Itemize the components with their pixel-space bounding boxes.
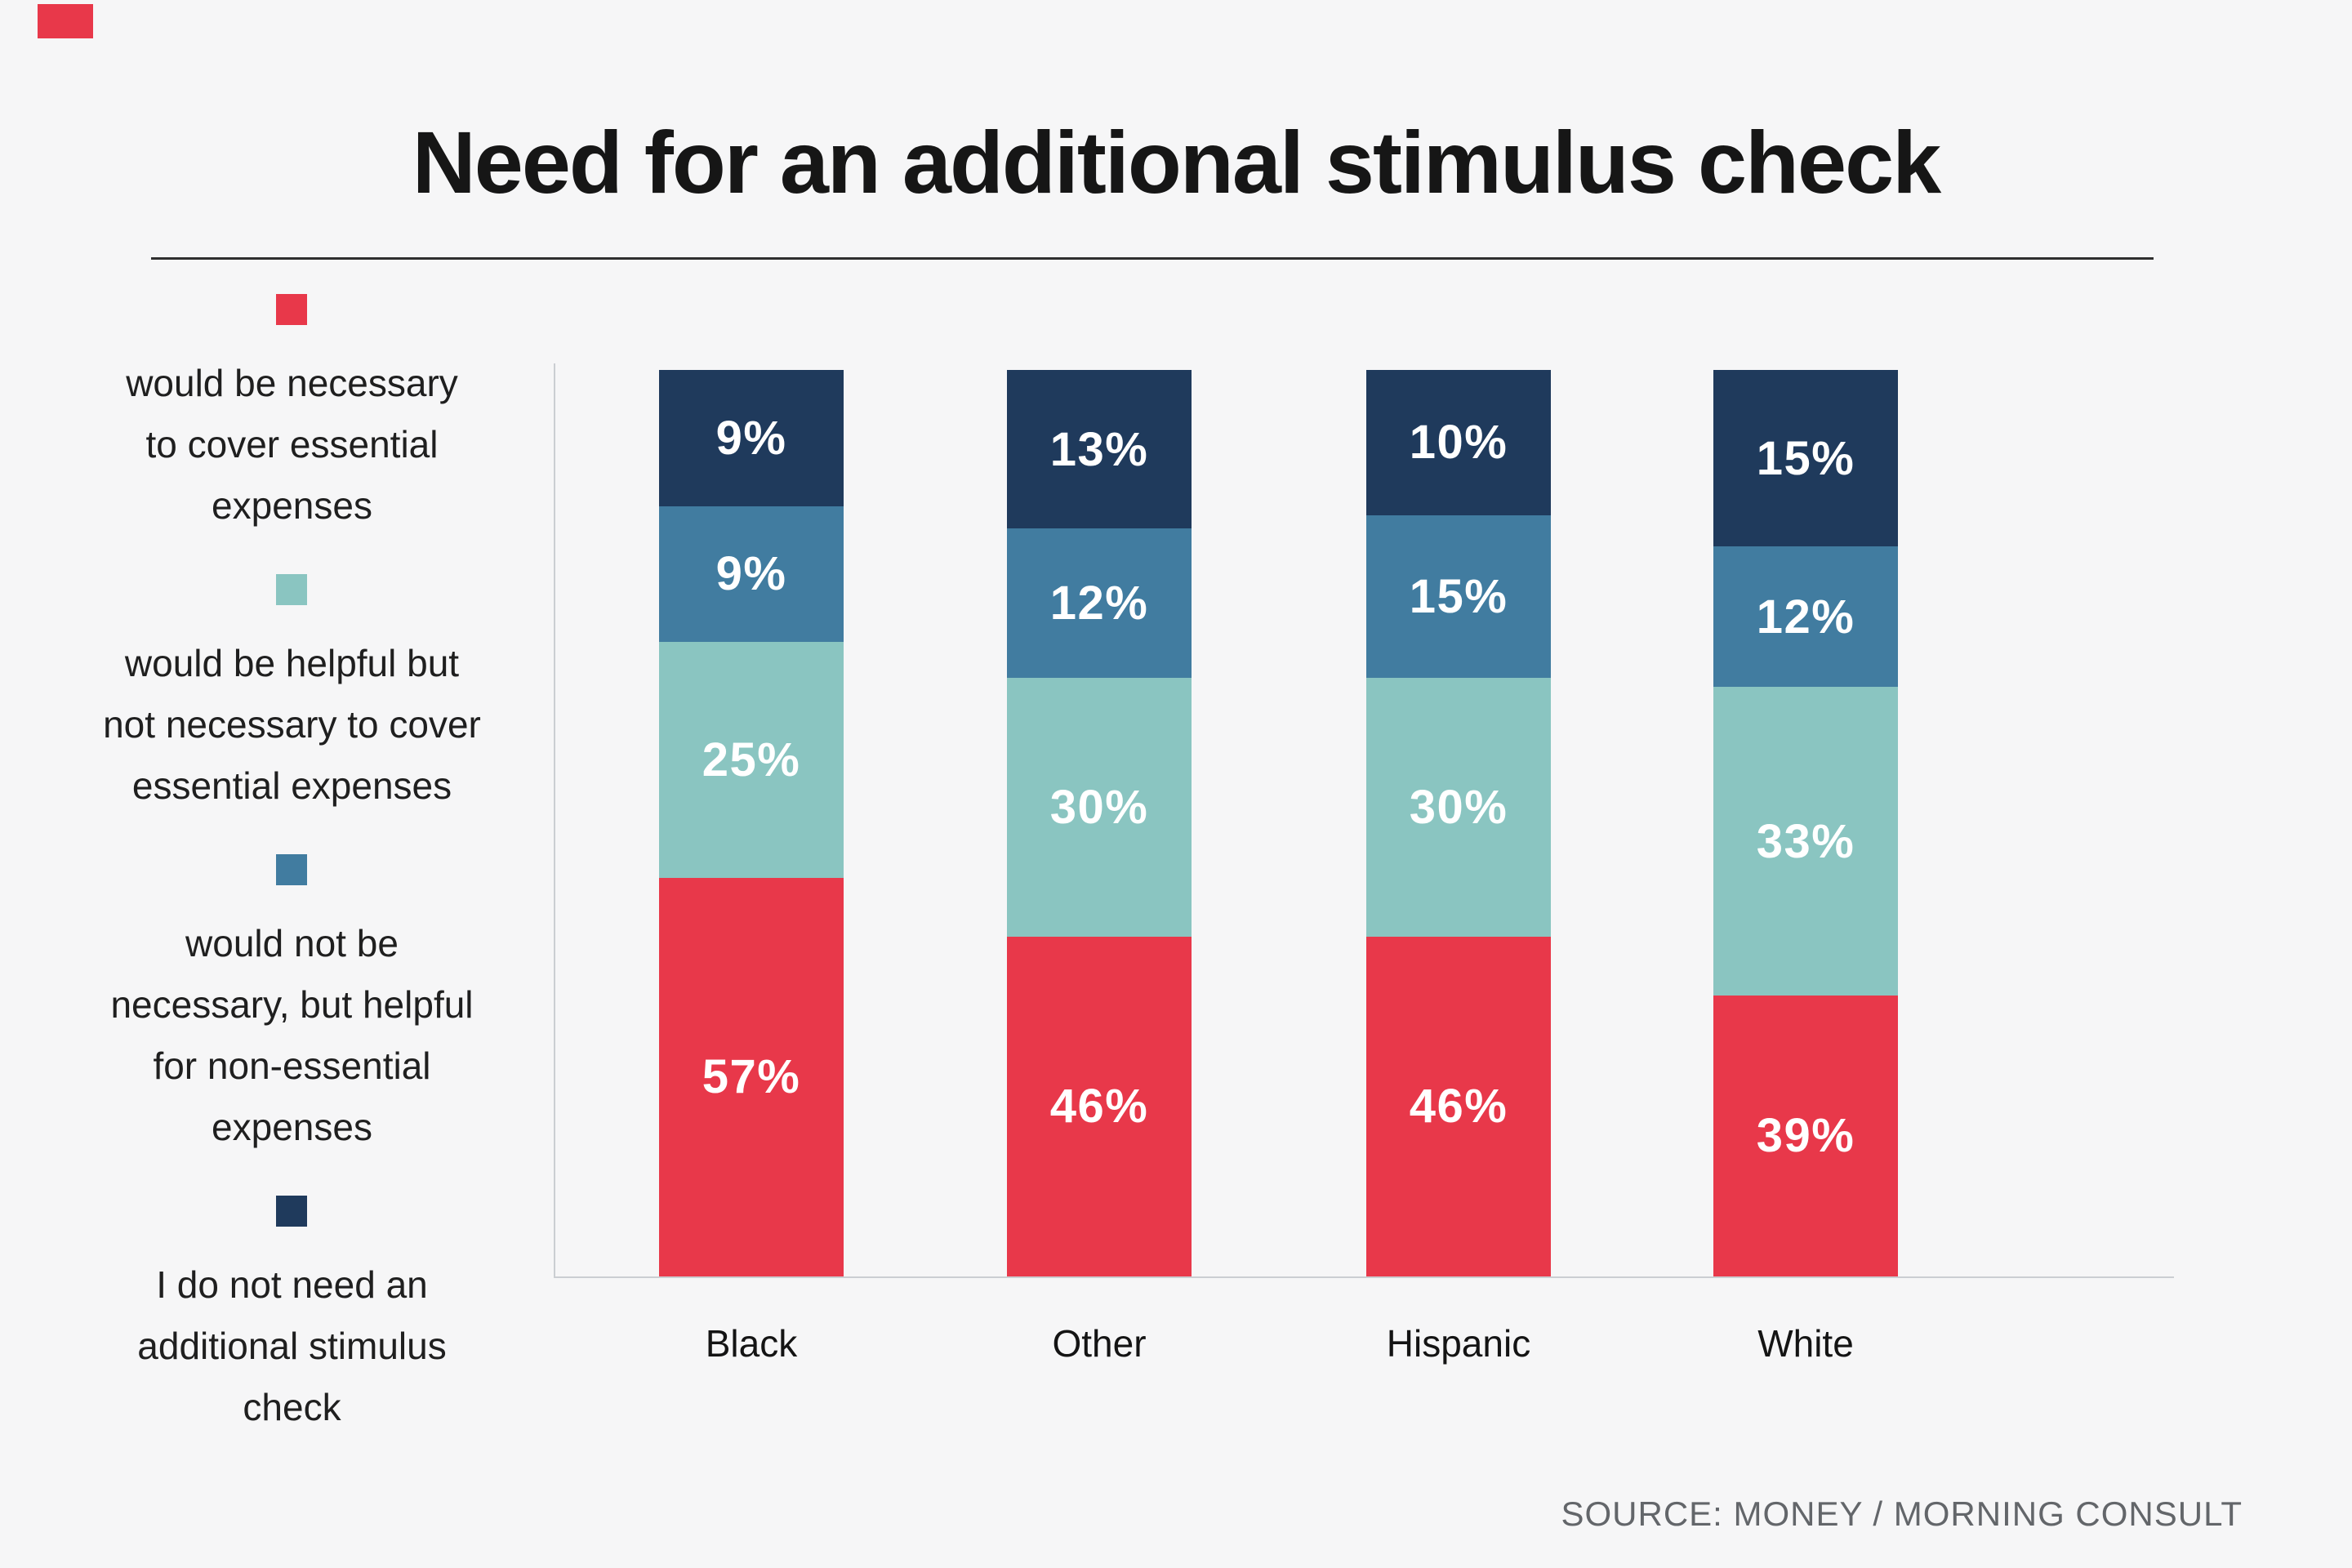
segment-value-label: 13% [1049,422,1149,476]
bar-segment-black-do-not-need: 9% [659,370,844,506]
bar-segment-other-do-not-need: 13% [1007,370,1192,529]
bar-segment-hispanic-do-not-need: 10% [1366,370,1551,515]
bar-segment-black-necessary: 57% [659,877,844,1276]
bar-segment-hispanic-helpful-not-necessary: 30% [1366,678,1551,937]
bar-segment-black-not-necessary-helpful: 9% [659,506,844,642]
legend: would be necessary to cover essential ex… [57,294,527,1476]
bar-segment-black-helpful-not-necessary: 25% [659,642,844,878]
segment-value-label: 15% [1756,431,1855,485]
legend-label-do-not-need: I do not need an additional stimulus che… [137,1263,447,1428]
segment-value-label: 39% [1756,1109,1855,1163]
segment-value-label: 12% [1756,590,1855,644]
bar-segment-white-do-not-need: 15% [1713,370,1898,547]
segment-value-label: 9% [715,547,787,601]
legend-swatch-do-not-need [276,1196,308,1227]
legend-item-not-necessary-helpful: would not be necessary, but helpful for … [110,854,474,1158]
bar-segment-white-not-necessary-helpful: 12% [1713,546,1898,688]
segment-value-label: 30% [1409,781,1508,835]
x-axis-label-hispanic: Hispanic [1386,1322,1531,1365]
bar-segment-white-necessary: 39% [1713,995,1898,1276]
segment-value-label: 57% [702,1050,801,1104]
brand-mark [38,4,93,38]
segment-value-label: 25% [702,733,801,786]
bar-segment-hispanic-necessary: 46% [1366,936,1551,1276]
bar-segment-hispanic-not-necessary-helpful: 15% [1366,514,1551,679]
bar-segment-other-necessary: 46% [1007,936,1192,1276]
segment-value-label: 9% [715,411,787,465]
bar-black: 9% 9% 25% 57% [659,370,844,1276]
title-divider [151,257,2154,260]
bar-other: 13% 12% 30% 46% [1007,370,1192,1276]
bar-segment-other-not-necessary-helpful: 12% [1007,528,1192,679]
legend-label-helpful-not-necessary: would be helpful but not necessary to co… [103,642,481,807]
segment-value-label: 46% [1049,1080,1149,1134]
segment-value-label: 10% [1409,416,1508,470]
segment-value-label: 12% [1049,577,1149,630]
x-axis-label-white: White [1757,1322,1854,1365]
x-axis-label-black: Black [705,1322,798,1365]
source-credit: SOURCE: MONEY / MORNING CONSULT [1561,1494,2243,1533]
legend-label-necessary: would be necessary to cover essential ex… [126,362,458,527]
legend-item-do-not-need: I do not need an additional stimulus che… [137,1196,447,1438]
segment-value-label: 15% [1409,569,1508,623]
chart-title: Need for an additional stimulus check [412,113,1941,212]
legend-swatch-not-necessary-helpful [276,854,308,885]
segment-value-label: 46% [1409,1080,1508,1134]
legend-swatch-helpful-not-necessary [276,574,308,605]
legend-swatch-necessary [276,294,308,325]
bar-white: 15% 12% 33% 39% [1713,370,1898,1276]
legend-item-helpful-not-necessary: would be helpful but not necessary to co… [103,574,481,817]
legend-item-necessary: would be necessary to cover essential ex… [126,294,458,537]
segment-value-label: 30% [1049,781,1149,835]
legend-label-not-necessary-helpful: would not be necessary, but helpful for … [110,922,474,1148]
plot-area: 9% 9% 25% 57% 13% 12% 30% 46% 10% 15% 30% 46% 15% 12%… [554,363,2174,1278]
x-axis-label-other: Other [1052,1322,1147,1365]
bar-segment-white-helpful-not-necessary: 33% [1713,687,1898,996]
segment-value-label: 33% [1756,814,1855,868]
bar-hispanic: 10% 15% 30% 46% [1366,370,1551,1276]
bar-segment-other-helpful-not-necessary: 30% [1007,678,1192,937]
